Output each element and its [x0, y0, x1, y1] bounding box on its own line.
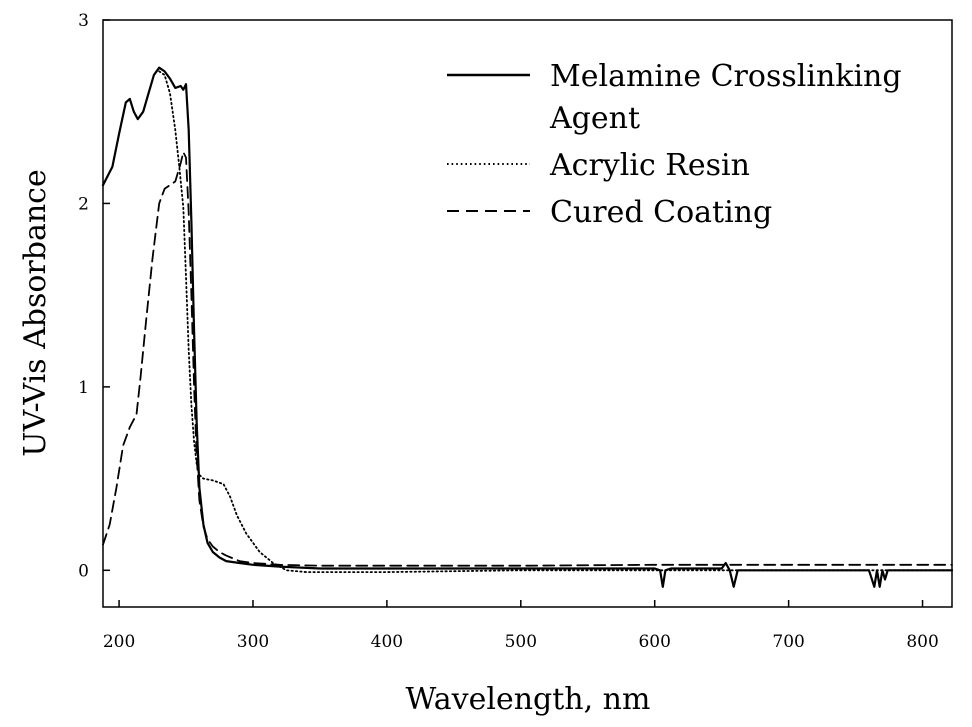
legend: Melamine Crosslinking Agent Acrylic Resin C…: [447, 59, 902, 230]
x-tick-label-600: 600: [638, 632, 670, 652]
series-melamine-crosslinking-agent: [101, 66, 954, 588]
y-tick-label-1: 1: [78, 378, 89, 398]
x-axis-ticks: 200 300 400 500 600 700 800: [103, 600, 939, 652]
x-axis-title: Wavelength, nm: [406, 682, 651, 717]
y-axis-title: UV-Vis Absorbance: [18, 169, 53, 456]
legend-label-melamine-crosslinking: Melamine Crosslinking: [550, 59, 902, 94]
x-tick-label-700: 700: [772, 632, 804, 652]
x-tick-label-200: 200: [103, 632, 135, 652]
y-axis-ticks: 0 1 2 3: [78, 11, 110, 581]
legend-label-cured-coating: Cured Coating: [550, 195, 772, 230]
plot-frame: [102, 19, 953, 608]
legend-label-agent: Agent: [549, 101, 640, 136]
series-cured-coating: [102, 151, 953, 567]
data-series: [101, 66, 954, 588]
x-tick-label-500: 500: [505, 632, 537, 652]
legend-label-acrylic-resin: Acrylic Resin: [549, 148, 750, 183]
x-tick-label-400: 400: [371, 632, 403, 652]
x-tick-label-300: 300: [237, 632, 269, 652]
series-acrylic-resin: [158, 70, 953, 573]
y-tick-label-2: 2: [78, 194, 89, 214]
y-tick-label-0: 0: [78, 561, 89, 581]
x-tick-label-800: 800: [906, 632, 938, 652]
y-tick-label-3: 3: [78, 11, 89, 31]
